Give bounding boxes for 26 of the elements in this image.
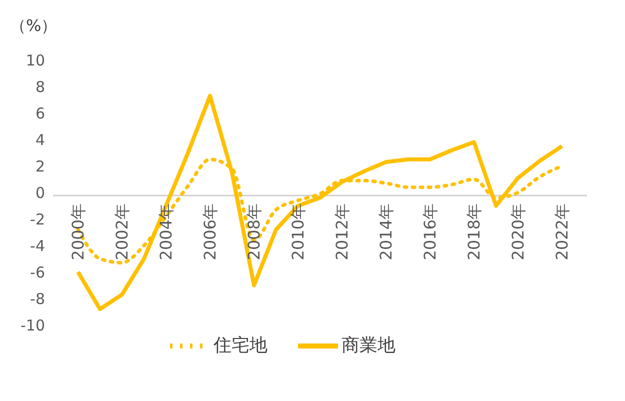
x-tick-label: 2016年 [420,204,440,260]
x-tick-label: 2018年 [464,204,484,260]
x-tick-label: 2014年 [376,204,396,260]
x-tick-label: 2002年 [112,204,132,260]
x-tick-label: 2000年 [68,204,88,260]
y-tick-label: -10 [20,316,45,334]
y-tick-label: 8 [35,78,45,96]
y-tick-label: 2 [35,157,45,176]
y-tick-label: -8 [30,290,45,308]
x-tick-label: 2008年 [244,204,264,260]
x-tick-label: 2020年 [508,204,528,260]
y-tick-label: 4 [35,130,45,149]
y-tick-label: -6 [30,263,45,282]
y-tick-label: 6 [35,104,45,122]
x-tick-label: 2012年 [332,204,352,260]
y-tick-label: 10 [26,51,45,70]
y-axis-title: （%） [10,16,58,37]
x-tick-label: 2004年 [156,204,176,260]
legend-label: 住宅地 [214,334,268,356]
x-tick-label: 2010年 [288,204,308,260]
legend-label: 商業地 [342,334,396,356]
x-tick-label: 2022年 [552,204,572,260]
y-tick-label: 0 [35,184,45,202]
x-tick-label: 2006年 [200,204,220,260]
y-tick-label: -2 [30,210,45,228]
y-tick-label: -4 [30,236,45,255]
